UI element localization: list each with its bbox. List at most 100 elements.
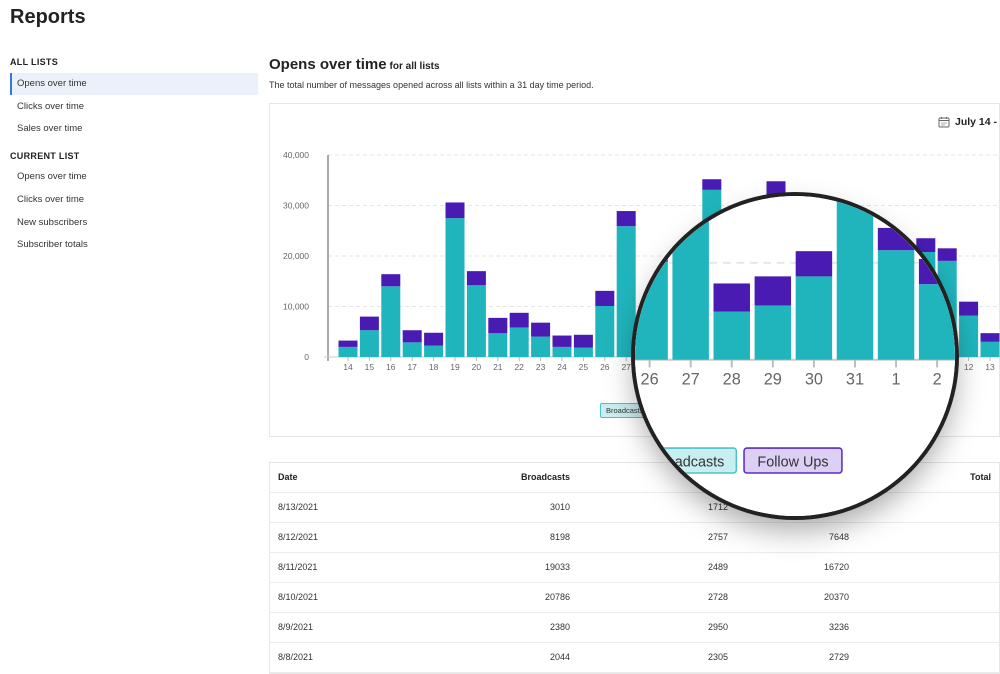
magnified-chart: 1415161718192021222324252627282930311234… [635, 196, 955, 516]
col-broadcasts[interactable]: Broadcasts [369, 462, 579, 493]
nav-current-clicks-over-time[interactable]: Clicks over time [17, 194, 85, 205]
table-cell [858, 552, 1000, 583]
table-cell: 8/13/2021 [269, 492, 369, 523]
table-cell: 2489 [579, 552, 737, 583]
x-tick-label: 27 [682, 371, 700, 389]
x-tick-label: 17 [407, 362, 417, 372]
bar-broadcasts [552, 346, 572, 357]
x-tick-label: 14 [343, 362, 353, 372]
bar-broadcasts [509, 327, 529, 357]
lens-legend-follow-ups-box [743, 447, 843, 474]
nav-current-subscriber-totals[interactable]: Subscriber totals [17, 239, 88, 250]
bar-follow-ups [616, 211, 636, 227]
y-tick-label: 10,000 [283, 302, 309, 312]
bar-broadcasts [795, 276, 833, 360]
bar-follow-ups [959, 301, 979, 316]
bar-follow-ups [466, 271, 486, 286]
x-tick-label: 30 [805, 371, 823, 389]
bar-follow-ups [488, 317, 508, 334]
table-cell: 2950 [579, 612, 737, 643]
table-row: 8/10/2021 20786 2728 20370 [269, 582, 1000, 613]
bar-follow-ups [424, 332, 444, 346]
table-cell: 8198 [369, 522, 579, 553]
date-range-picker[interactable]: July 14 - Today [938, 116, 1000, 128]
x-tick-label: 12 [964, 362, 974, 372]
table-cell: 8/12/2021 [269, 522, 369, 553]
bar-follow-ups [552, 335, 572, 347]
bar-broadcasts [338, 346, 358, 357]
section-all-lists: ALL LISTS [10, 57, 59, 67]
table-row: 8/11/2021 19033 2489 16720 [269, 552, 1000, 583]
bar-broadcasts [531, 336, 551, 357]
bar-broadcasts [836, 196, 874, 360]
table-cell: 2757 [579, 522, 737, 553]
bar-broadcasts [980, 341, 1000, 357]
bar-follow-ups [937, 248, 957, 261]
x-tick-label: 16 [386, 362, 396, 372]
table-cell: 2044 [369, 642, 579, 673]
bar-broadcasts [959, 315, 979, 357]
x-tick-label: 24 [557, 362, 567, 372]
bar-follow-ups [916, 238, 936, 253]
table-cell: 3010 [369, 492, 579, 523]
nav-all-clicks-over-time[interactable]: Clicks over time [17, 101, 85, 112]
table-cell: 20786 [369, 582, 579, 613]
bar-follow-ups [795, 251, 833, 277]
nav-all-opens-over-time[interactable]: Opens over time [10, 73, 258, 95]
bar-broadcasts [573, 347, 593, 357]
y-tick-label: 20,000 [283, 251, 309, 261]
table-row: 8/12/2021 8198 2757 7648 [269, 522, 1000, 553]
col-date[interactable]: Date [269, 462, 369, 493]
opens-table: Date Broadcasts Total 8/13/2021301017122… [269, 462, 1000, 673]
table-cell: 7648 [737, 522, 858, 553]
bar-broadcasts [424, 345, 444, 357]
magnifier-lens: 1415161718192021222324252627282930311234… [635, 196, 955, 516]
table-cell: 20370 [737, 582, 858, 613]
table-cell: 2728 [579, 582, 737, 613]
x-tick-label: 22 [514, 362, 524, 372]
table-cell: 1712 [579, 492, 737, 523]
bar-follow-ups [702, 179, 722, 190]
bar-follow-ups [980, 333, 1000, 342]
bar-broadcasts [488, 333, 508, 357]
table-row: 8/9/2021 2380 2950 3236 [269, 612, 1000, 643]
bar-follow-ups [754, 276, 792, 306]
x-tick-label: 1 [892, 371, 901, 389]
y-tick-label: 40,000 [283, 150, 309, 160]
x-tick-label: 27 [621, 362, 631, 372]
x-tick-label: 26 [600, 362, 610, 372]
bar-follow-ups [445, 202, 465, 219]
table-cell: 2729 [737, 642, 858, 673]
x-tick-label: 26 [641, 371, 659, 389]
nav-all-sales-over-time[interactable]: Sales over time [17, 123, 83, 134]
table-cell [858, 492, 1000, 523]
table-row: 8/13/202130101712261 [269, 492, 1000, 523]
report-subtitle: The total number of messages opened acro… [269, 80, 594, 90]
nav-current-opens-over-time[interactable]: Opens over time [17, 171, 87, 182]
page-title: Reports [10, 6, 86, 28]
bar-follow-ups [402, 330, 422, 343]
y-tick-label: 30,000 [283, 201, 309, 211]
table-cell [858, 582, 1000, 613]
bar-broadcasts [877, 250, 915, 360]
table-cell [858, 612, 1000, 643]
y-tick-label: 0 [304, 352, 309, 362]
x-tick-label: 15 [365, 362, 375, 372]
x-tick-label: 23 [536, 362, 546, 372]
bar-follow-ups [338, 340, 358, 347]
nav-current-new-subscribers[interactable]: New subscribers [17, 217, 88, 228]
x-tick-label: 18 [429, 362, 439, 372]
report-title: Opens over time for all lists [269, 56, 440, 73]
bar-broadcasts [713, 311, 750, 360]
bar-broadcasts [402, 342, 422, 357]
x-tick-label: 19 [450, 362, 460, 372]
table-cell: 8/9/2021 [269, 612, 369, 643]
bar-follow-ups [573, 334, 593, 348]
bar-broadcasts [359, 330, 379, 357]
table-cell: 2305 [579, 642, 737, 673]
report-title-text: Opens over time [269, 56, 387, 73]
bar-follow-ups [595, 290, 615, 306]
x-tick-label: 29 [764, 371, 782, 389]
x-tick-label: 20 [472, 362, 482, 372]
